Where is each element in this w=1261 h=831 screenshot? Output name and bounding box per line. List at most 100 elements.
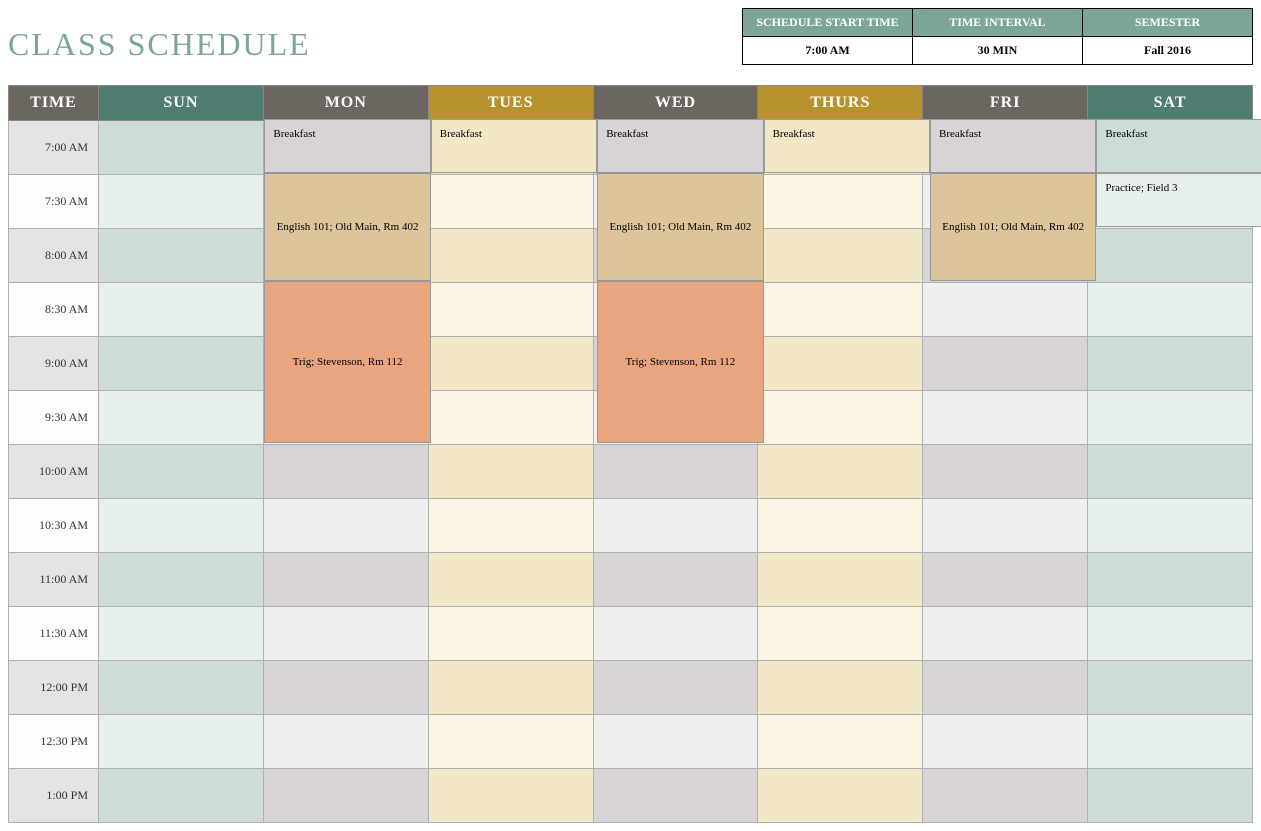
schedule-cell[interactable]	[99, 175, 264, 229]
header-day-thurs: THURS	[758, 86, 923, 121]
time-cell: 9:00 AM	[9, 337, 99, 391]
schedule-cell[interactable]	[99, 715, 264, 769]
schedule-cell[interactable]	[923, 445, 1088, 499]
schedule-cell[interactable]	[593, 607, 758, 661]
meta-header-row: SCHEDULE START TIME TIME INTERVAL SEMEST…	[743, 9, 1253, 37]
schedule-cell[interactable]	[99, 499, 264, 553]
schedule-cell[interactable]	[758, 715, 923, 769]
schedule-cell[interactable]	[428, 283, 593, 337]
schedule-cell[interactable]	[758, 229, 923, 283]
schedule-cell[interactable]	[758, 661, 923, 715]
schedule-cell[interactable]	[923, 283, 1088, 337]
event-block[interactable]: Trig; Stevenson, Rm 112	[264, 281, 430, 443]
schedule-cell[interactable]	[263, 499, 428, 553]
schedule-cell[interactable]	[428, 769, 593, 823]
schedule-cell[interactable]	[263, 769, 428, 823]
event-block[interactable]: English 101; Old Main, Rm 402	[597, 173, 763, 281]
schedule-cell[interactable]	[593, 715, 758, 769]
schedule-cell[interactable]	[428, 553, 593, 607]
schedule-cell[interactable]	[1088, 391, 1253, 445]
schedule-cell[interactable]	[428, 175, 593, 229]
schedule-cell[interactable]	[428, 391, 593, 445]
schedule-cell[interactable]	[923, 661, 1088, 715]
event-block[interactable]: Breakfast	[264, 119, 430, 173]
schedule-cell[interactable]	[1088, 445, 1253, 499]
schedule-cell[interactable]	[758, 175, 923, 229]
schedule-cell[interactable]	[1088, 283, 1253, 337]
schedule-cell[interactable]	[593, 769, 758, 823]
schedule-cell[interactable]	[923, 391, 1088, 445]
meta-header: SCHEDULE START TIME	[743, 9, 913, 37]
event-block[interactable]: Breakfast	[597, 119, 763, 173]
schedule-cell[interactable]	[1088, 661, 1253, 715]
schedule-cell[interactable]	[99, 769, 264, 823]
meta-value[interactable]: 7:00 AM	[743, 37, 913, 65]
schedule-cell[interactable]	[263, 607, 428, 661]
schedule-cell[interactable]	[758, 607, 923, 661]
schedule-cell[interactable]	[758, 391, 923, 445]
header-day-sun: SUN	[99, 86, 264, 121]
schedule-cell[interactable]	[263, 553, 428, 607]
schedule-cell[interactable]	[99, 283, 264, 337]
event-block[interactable]: English 101; Old Main, Rm 402	[264, 173, 430, 281]
time-cell: 1:00 PM	[9, 769, 99, 823]
schedule-cell[interactable]	[758, 769, 923, 823]
event-block[interactable]: Practice; Field 3	[1096, 173, 1261, 227]
schedule-cell[interactable]	[923, 499, 1088, 553]
schedule-cell[interactable]	[758, 499, 923, 553]
schedule-cell[interactable]	[428, 445, 593, 499]
schedule-cell[interactable]	[263, 715, 428, 769]
schedule-cell[interactable]	[428, 229, 593, 283]
event-block[interactable]: Breakfast	[930, 119, 1096, 173]
meta-value[interactable]: Fall 2016	[1083, 37, 1253, 65]
schedule-cell[interactable]	[1088, 553, 1253, 607]
schedule-cell[interactable]	[923, 769, 1088, 823]
schedule-cell[interactable]	[428, 715, 593, 769]
schedule-cell[interactable]	[99, 607, 264, 661]
schedule-cell[interactable]	[428, 337, 593, 391]
schedule-cell[interactable]	[1088, 499, 1253, 553]
event-block[interactable]: Breakfast	[431, 119, 597, 173]
schedule-cell[interactable]	[758, 283, 923, 337]
top-bar: CLASS SCHEDULE SCHEDULE START TIME TIME …	[8, 8, 1253, 65]
schedule-cell[interactable]	[99, 445, 264, 499]
meta-value[interactable]: 30 MIN	[913, 37, 1083, 65]
schedule-cell[interactable]	[758, 445, 923, 499]
schedule-cell[interactable]	[1088, 607, 1253, 661]
event-block[interactable]: Breakfast	[1096, 119, 1261, 173]
event-block[interactable]: English 101; Old Main, Rm 402	[930, 173, 1096, 281]
schedule-cell[interactable]	[923, 715, 1088, 769]
event-block[interactable]: Trig; Stevenson, Rm 112	[597, 281, 763, 443]
schedule-cell[interactable]	[99, 337, 264, 391]
schedule-cell[interactable]	[99, 229, 264, 283]
schedule-cell[interactable]	[428, 661, 593, 715]
schedule-cell[interactable]	[593, 499, 758, 553]
time-cell: 12:30 PM	[9, 715, 99, 769]
meta-header: SEMESTER	[1083, 9, 1253, 37]
header-day-sat: SAT	[1088, 86, 1253, 121]
schedule-cell[interactable]	[99, 121, 264, 175]
meta-table: SCHEDULE START TIME TIME INTERVAL SEMEST…	[742, 8, 1253, 65]
schedule-cell[interactable]	[263, 661, 428, 715]
schedule-cell[interactable]	[263, 445, 428, 499]
event-block[interactable]: Breakfast	[764, 119, 930, 173]
schedule-cell[interactable]	[593, 553, 758, 607]
schedule-cell[interactable]	[99, 391, 264, 445]
schedule-cell[interactable]	[923, 553, 1088, 607]
time-cell: 10:00 AM	[9, 445, 99, 499]
schedule-cell[interactable]	[1088, 229, 1253, 283]
schedule-cell[interactable]	[923, 607, 1088, 661]
schedule-cell[interactable]	[1088, 337, 1253, 391]
schedule-cell[interactable]	[1088, 769, 1253, 823]
schedule-cell[interactable]	[593, 661, 758, 715]
schedule-cell[interactable]	[1088, 715, 1253, 769]
schedule-cell[interactable]	[923, 337, 1088, 391]
time-cell: 7:00 AM	[9, 121, 99, 175]
schedule-cell[interactable]	[99, 661, 264, 715]
schedule-cell[interactable]	[758, 337, 923, 391]
schedule-cell[interactable]	[428, 607, 593, 661]
schedule-cell[interactable]	[99, 553, 264, 607]
schedule-cell[interactable]	[593, 445, 758, 499]
schedule-cell[interactable]	[758, 553, 923, 607]
schedule-cell[interactable]	[428, 499, 593, 553]
